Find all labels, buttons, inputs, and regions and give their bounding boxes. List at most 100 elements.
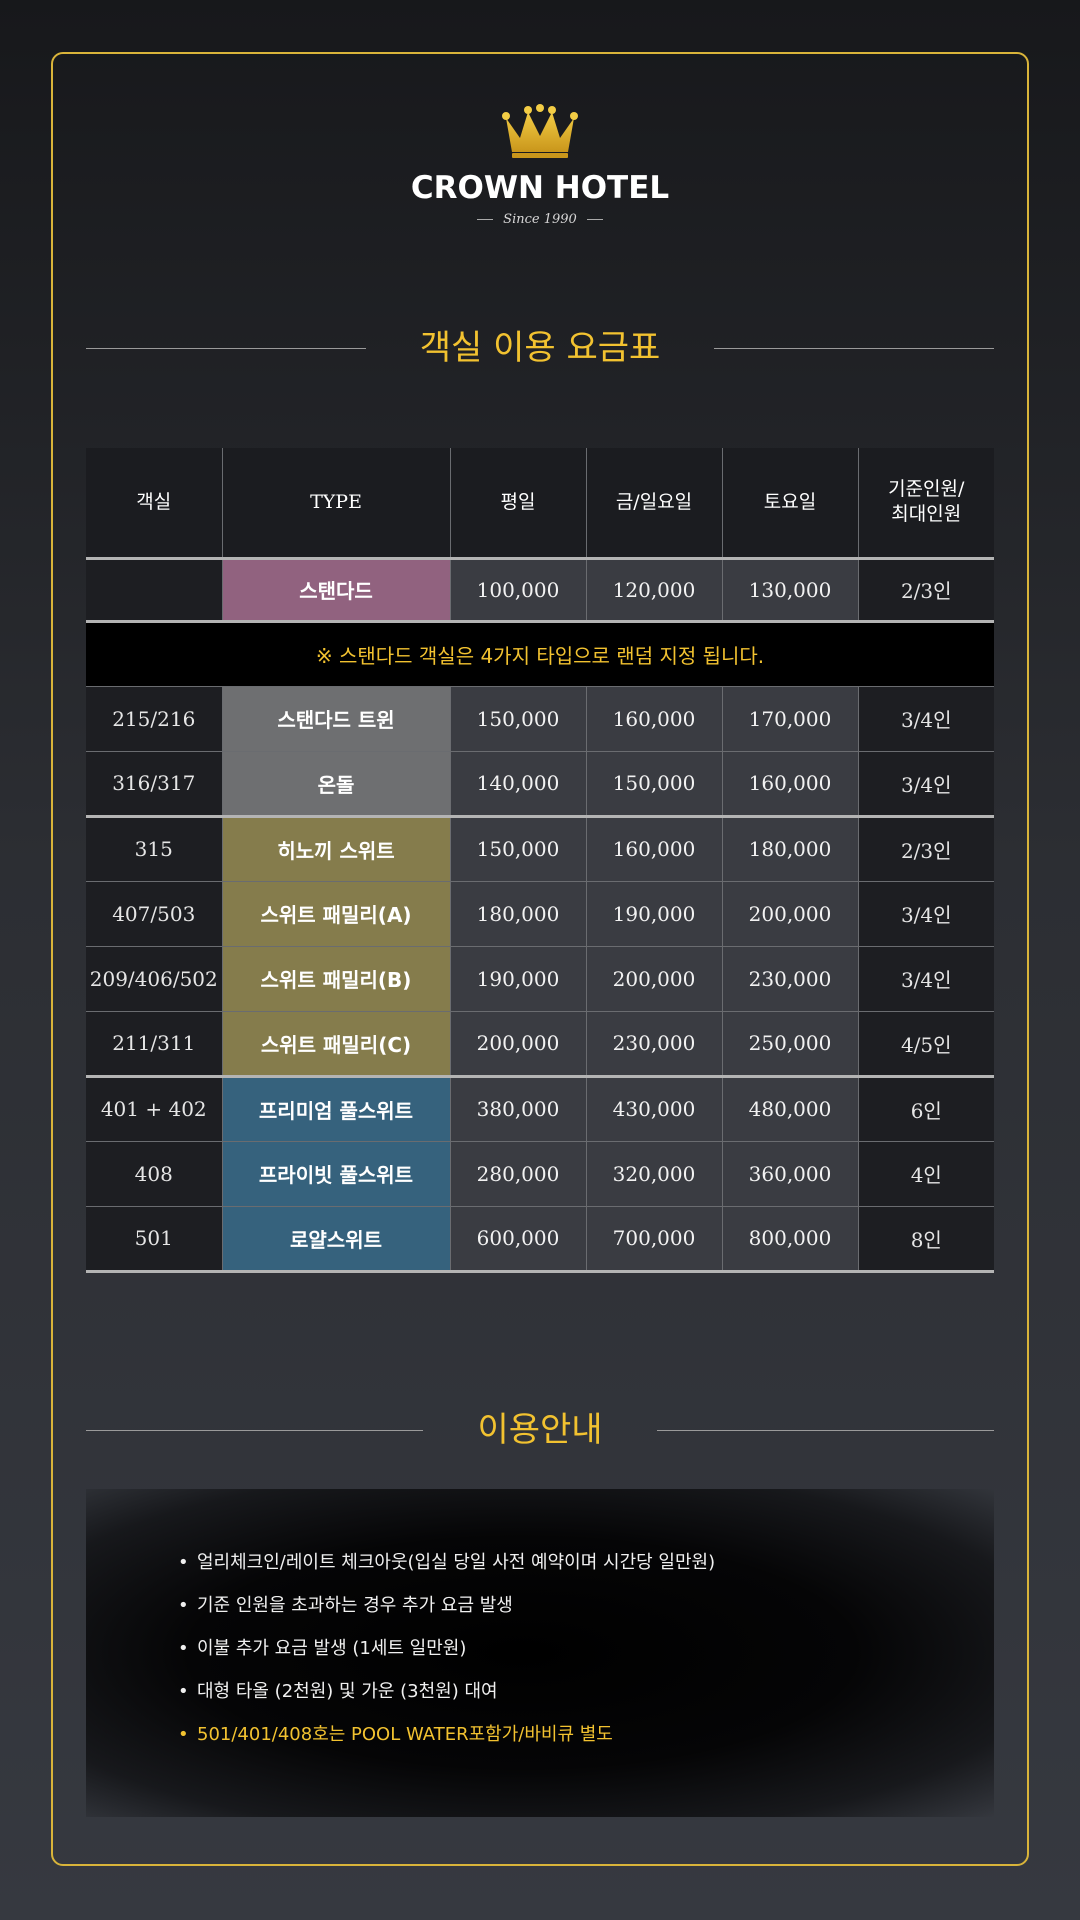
table-row: 407/503 스위트 패밀리(A) 180,000 190,000 200,0… [86, 881, 994, 947]
type-cell: 스위트 패밀리(B) [221, 946, 450, 1012]
table-row: 408 프라이빗 풀스위트 280,000 320,000 360,000 4인 [86, 1141, 994, 1207]
info-title-text: 이용안내 [477, 1410, 603, 1450]
saturday-price: 360,000 [721, 1141, 858, 1207]
capacity-cell: 2/3인 [857, 816, 994, 882]
capacity-cell: 3/4인 [857, 686, 994, 752]
room-cell: 315 [86, 816, 222, 882]
room-cell [86, 558, 222, 623]
room-cell: 211/311 [86, 1011, 222, 1078]
capacity-cell: 8인 [857, 1206, 994, 1273]
weekday-price: 280,000 [449, 1141, 586, 1207]
title-rule-left [86, 1429, 424, 1431]
type-cell: 프리미엄 풀스위트 [221, 1076, 450, 1142]
capacity-cell: 6인 [857, 1076, 994, 1142]
weekday-price: 200,000 [449, 1011, 586, 1078]
saturday-price: 800,000 [721, 1206, 858, 1273]
info-item-highlight: 501/401/408호는 POOL WATER포함가/바비큐 별도 [178, 1723, 994, 1747]
since-dash-left [477, 219, 494, 220]
table-row: 스탠다드 100,000 120,000 130,000 2/3인 [86, 558, 994, 623]
info-panel: 얼리체크인/레이트 체크아웃(입실 당일 사전 예약이며 시간당 일만원) 기준… [86, 1489, 994, 1817]
table-header-row: 객실 TYPE 평일 금/일요일 토요일 기준인원/ 최대인원 [86, 448, 994, 560]
type-cell: 스탠다드 [221, 558, 450, 623]
weekday-price: 600,000 [449, 1206, 586, 1273]
saturday-price: 130,000 [721, 558, 858, 623]
weekday-price: 190,000 [449, 946, 586, 1012]
capacity-cell: 3/4인 [857, 751, 994, 818]
table-row: 215/216 스탠다드 트윈 150,000 160,000 170,000 … [86, 686, 994, 752]
page-frame [51, 52, 1029, 1866]
rates-section-title: 객실 이용 요금표 [86, 326, 995, 370]
header-saturday: 토요일 [721, 448, 858, 560]
capacity-cell: 4인 [857, 1141, 994, 1207]
type-cell: 히노끼 스위트 [221, 816, 450, 882]
room-cell: 407/503 [86, 881, 222, 947]
saturday-price: 170,000 [721, 686, 858, 752]
fri-sun-price: 700,000 [585, 1206, 722, 1273]
table-row: 211/311 스위트 패밀리(C) 200,000 230,000 250,0… [86, 1011, 994, 1078]
saturday-price: 180,000 [721, 816, 858, 882]
table-row: 501 로얄스위트 600,000 700,000 800,000 8인 [86, 1206, 994, 1273]
fri-sun-price: 120,000 [585, 558, 722, 623]
type-cell: 로얄스위트 [221, 1206, 450, 1273]
room-cell: 408 [86, 1141, 222, 1207]
room-cell: 316/317 [86, 751, 222, 818]
weekday-price: 100,000 [449, 558, 586, 623]
fri-sun-price: 230,000 [585, 1011, 722, 1078]
standard-note: ※ 스탠다드 객실은 4가지 타입으로 랜덤 지정 됩니다. [86, 621, 994, 687]
capacity-cell: 4/5인 [857, 1011, 994, 1078]
brand-since: Since 1990 [0, 212, 1080, 227]
weekday-price: 380,000 [449, 1076, 586, 1142]
header-type: TYPE [221, 448, 450, 560]
info-list: 얼리체크인/레이트 체크아웃(입실 당일 사전 예약이며 시간당 일만원) 기준… [86, 1551, 994, 1747]
table-row: 401 + 402 프리미엄 풀스위트 380,000 430,000 480,… [86, 1076, 994, 1142]
crown-icon [502, 104, 578, 158]
type-cell: 스탠다드 트윈 [221, 686, 450, 752]
info-item: 얼리체크인/레이트 체크아웃(입실 당일 사전 예약이며 시간당 일만원) [178, 1551, 994, 1575]
table-row: 209/406/502 스위트 패밀리(B) 190,000 200,000 2… [86, 946, 994, 1012]
since-text: Since 1990 [503, 212, 577, 227]
saturday-price: 250,000 [721, 1011, 858, 1078]
weekday-price: 150,000 [449, 686, 586, 752]
room-cell: 209/406/502 [86, 946, 222, 1012]
header-capacity-line2: 최대인원 [891, 503, 962, 526]
saturday-price: 230,000 [721, 946, 858, 1012]
type-cell: 온돌 [221, 751, 450, 818]
rates-title-text: 객실 이용 요금표 [419, 328, 661, 368]
fri-sun-price: 160,000 [585, 686, 722, 752]
weekday-price: 140,000 [449, 751, 586, 818]
info-item: 대형 타올 (2천원) 및 가운 (3천원) 대여 [178, 1680, 994, 1704]
table-row: 315 히노끼 스위트 150,000 160,000 180,000 2/3인 [86, 816, 994, 882]
weekday-price: 150,000 [449, 816, 586, 882]
fri-sun-price: 430,000 [585, 1076, 722, 1142]
room-cell: 401 + 402 [86, 1076, 222, 1142]
standard-note-row: ※ 스탠다드 객실은 4가지 타입으로 랜덤 지정 됩니다. [86, 621, 994, 687]
rates-table: 객실 TYPE 평일 금/일요일 토요일 기준인원/ 최대인원 스탠다드 100… [86, 448, 994, 1273]
capacity-cell: 2/3인 [857, 558, 994, 623]
saturday-price: 480,000 [721, 1076, 858, 1142]
room-cell: 215/216 [86, 686, 222, 752]
fri-sun-price: 200,000 [585, 946, 722, 1012]
fri-sun-price: 320,000 [585, 1141, 722, 1207]
fri-sun-price: 160,000 [585, 816, 722, 882]
header-fri-sun: 금/일요일 [585, 448, 722, 560]
info-section-title: 이용안내 [86, 1408, 994, 1452]
hotel-logo: CROWN HOTEL Since 1990 [0, 104, 1080, 227]
header-capacity-line1: 기준인원/ [888, 478, 965, 501]
capacity-cell: 3/4인 [857, 946, 994, 1012]
weekday-price: 180,000 [449, 881, 586, 947]
capacity-cell: 3/4인 [857, 881, 994, 947]
header-weekday: 평일 [449, 448, 586, 560]
brand-name: CROWN HOTEL [410, 170, 670, 206]
fri-sun-price: 150,000 [585, 751, 722, 818]
type-cell: 프라이빗 풀스위트 [221, 1141, 450, 1207]
type-cell: 스위트 패밀리(A) [221, 881, 450, 947]
since-dash-right [586, 219, 603, 220]
title-rule-right [714, 347, 995, 349]
table-row: 316/317 온돌 140,000 150,000 160,000 3/4인 [86, 751, 994, 818]
saturday-price: 200,000 [721, 881, 858, 947]
info-item: 이불 추가 요금 발생 (1세트 일만원) [178, 1637, 994, 1661]
header-room: 객실 [86, 448, 222, 560]
title-rule-left [86, 347, 366, 349]
title-rule-right [656, 1429, 994, 1431]
type-cell: 스위트 패밀리(C) [221, 1011, 450, 1078]
